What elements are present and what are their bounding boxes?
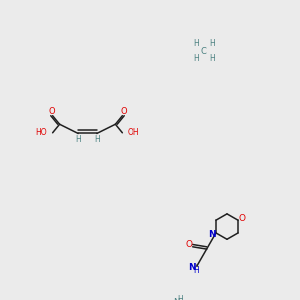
Text: O: O (239, 214, 246, 223)
Text: N: N (188, 262, 196, 272)
Text: O: O (186, 239, 193, 248)
Text: HO: HO (36, 128, 47, 137)
Text: H: H (75, 135, 81, 144)
Text: H: H (193, 266, 199, 275)
Text: O: O (120, 107, 127, 116)
Text: N: N (173, 298, 180, 300)
Text: H: H (194, 39, 199, 48)
Text: H: H (210, 54, 215, 63)
Text: H: H (194, 54, 199, 63)
Text: H: H (210, 39, 215, 48)
Text: OH: OH (128, 128, 139, 137)
Text: H: H (94, 135, 100, 144)
Text: N: N (208, 230, 215, 239)
Text: O: O (48, 107, 55, 116)
Text: C: C (201, 46, 207, 56)
Text: H: H (177, 295, 183, 300)
